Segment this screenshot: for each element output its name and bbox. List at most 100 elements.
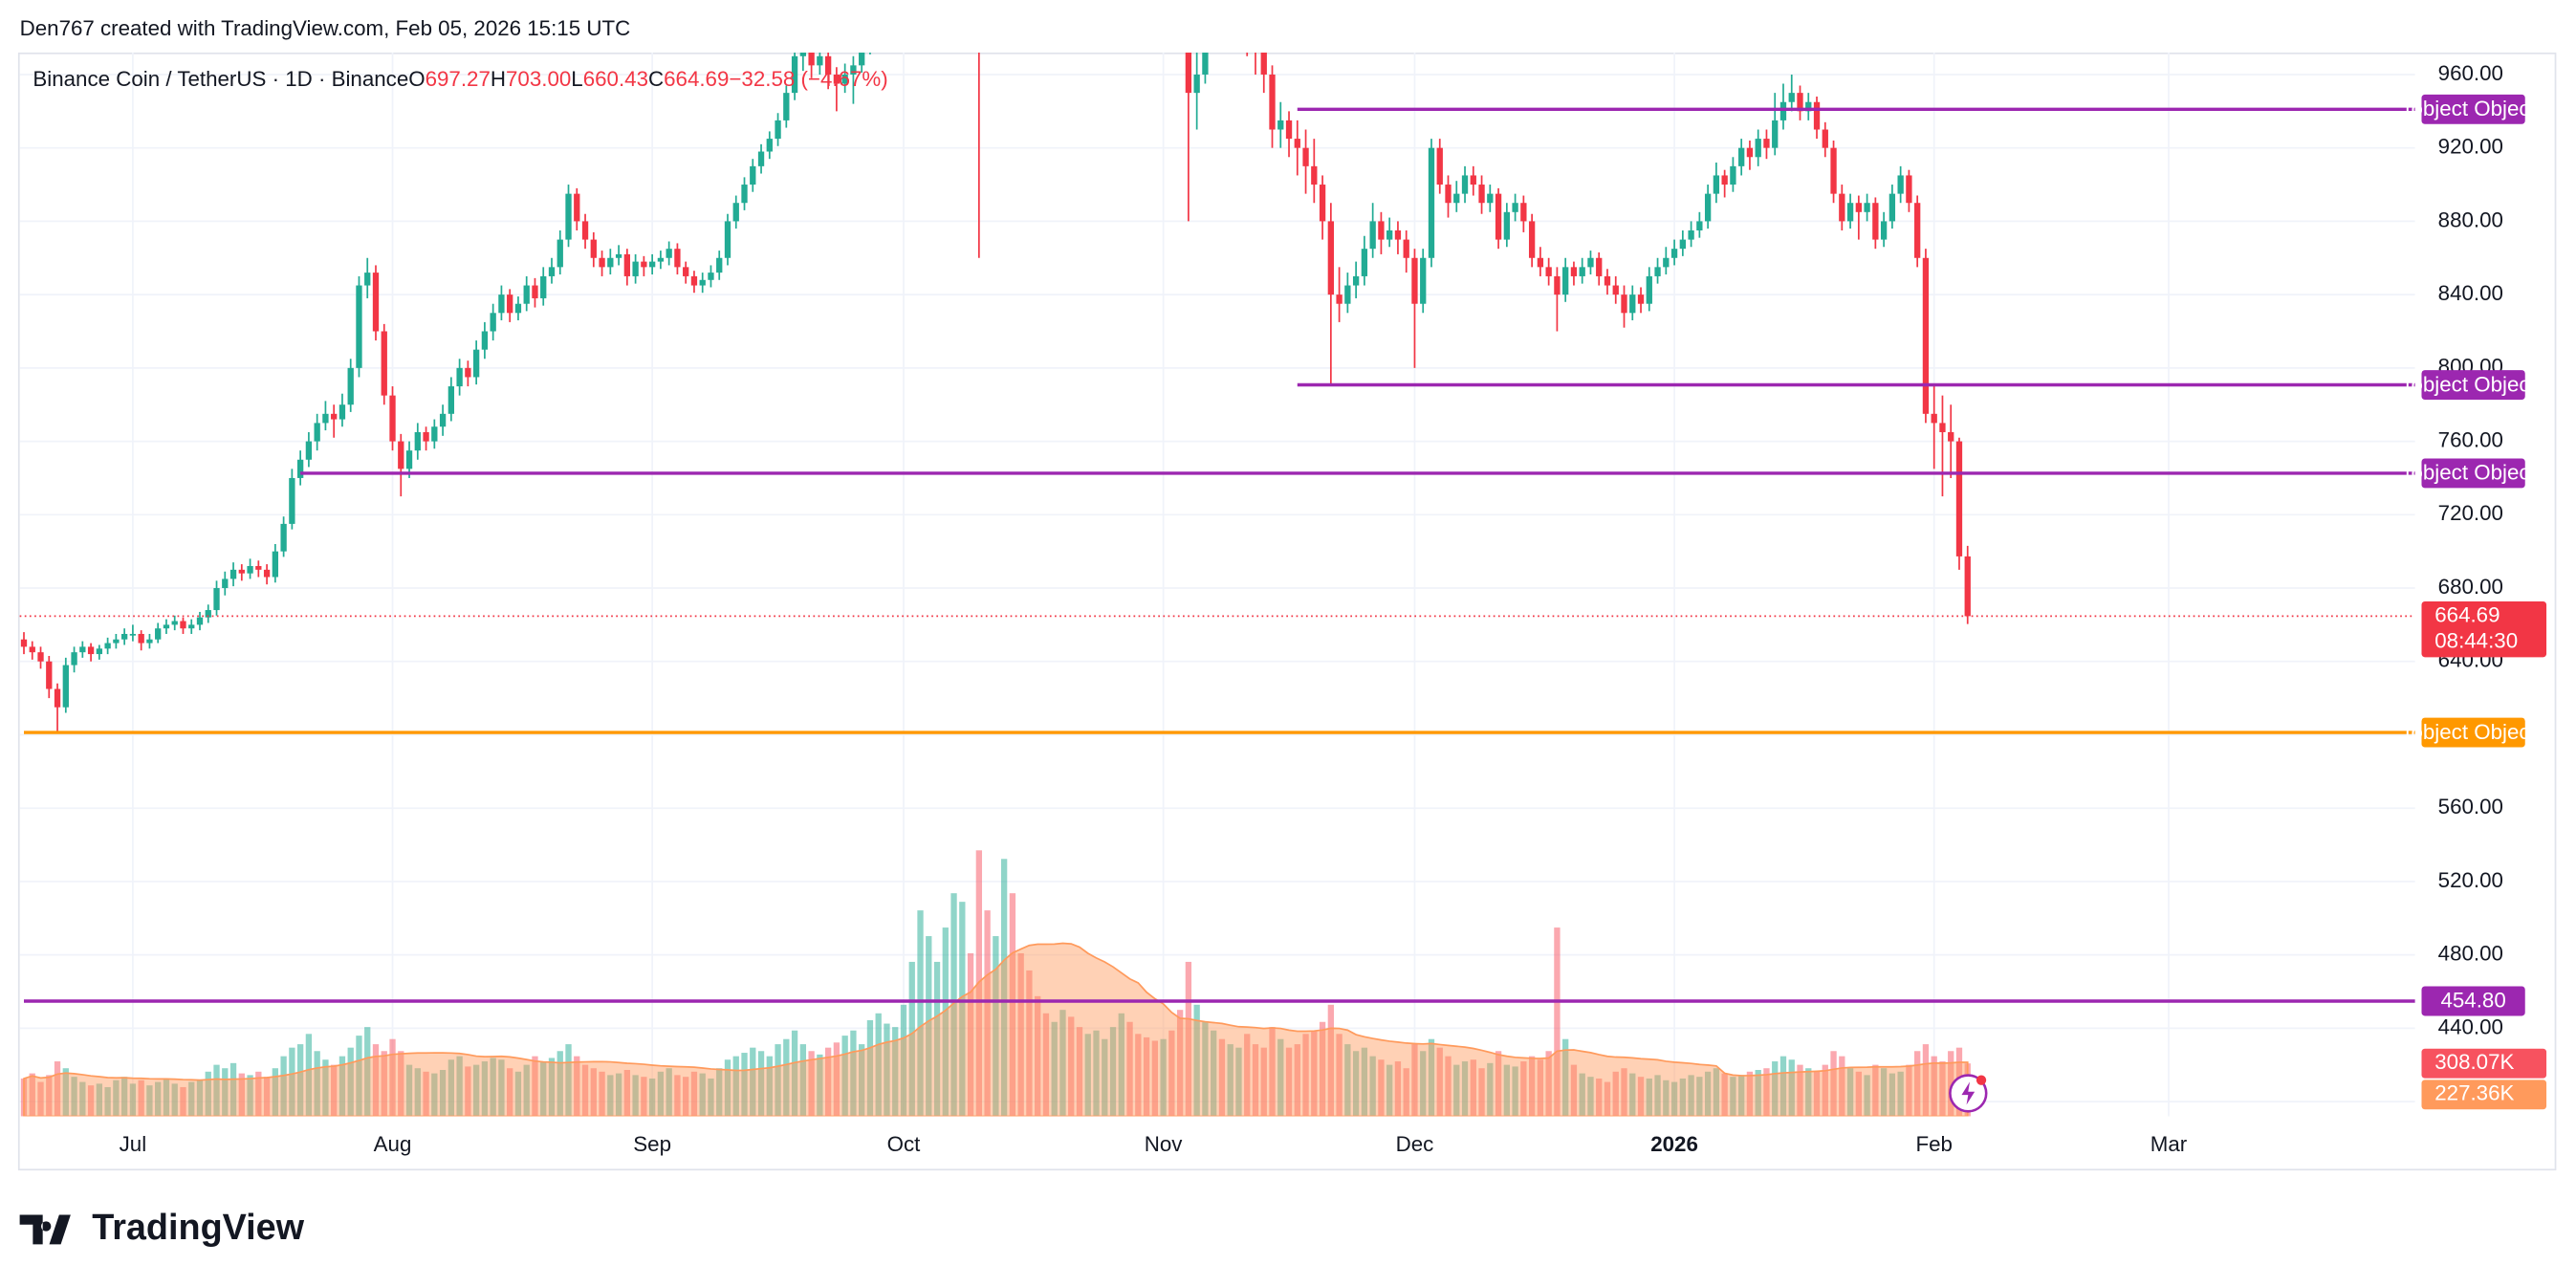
candle-body — [1922, 257, 1930, 414]
volume-pane — [20, 850, 1971, 1117]
volume-bar — [423, 1071, 429, 1117]
volume-bar — [1864, 1075, 1870, 1117]
candle-body — [1738, 147, 1745, 166]
candle-body — [296, 459, 304, 478]
candle-body — [666, 249, 672, 258]
volume-bar — [439, 1070, 447, 1117]
volume-bar — [1670, 1081, 1678, 1117]
volume-bar — [1059, 1010, 1066, 1117]
level-label: [object Object] — [2405, 372, 2542, 396]
volume-bar — [138, 1080, 144, 1117]
volume-bar — [1906, 1064, 1912, 1117]
volume-bar — [757, 1051, 765, 1117]
candle-body — [229, 569, 237, 579]
candle-body — [1311, 165, 1318, 185]
candle-body — [1277, 120, 1284, 130]
volume-bar — [1788, 1059, 1795, 1117]
x-tick-label: Jul — [120, 1132, 147, 1156]
volume-bar — [1352, 1051, 1360, 1117]
candle-body — [113, 639, 120, 644]
candle-body — [1846, 203, 1854, 222]
volume-bar — [1931, 1056, 1937, 1117]
volume-bar — [1772, 1061, 1779, 1117]
volume-bar — [1779, 1056, 1787, 1117]
volume-bar — [1646, 1078, 1652, 1117]
volume-bar — [666, 1068, 672, 1117]
candle-body — [87, 646, 95, 655]
candle-body — [1461, 175, 1469, 194]
candle-body — [1193, 74, 1200, 94]
volume-bar — [229, 1062, 237, 1117]
volume-bar — [87, 1085, 95, 1117]
volume-bar — [46, 1075, 53, 1117]
candle-body — [1629, 294, 1636, 314]
candle-body — [372, 273, 380, 332]
volume-bar — [129, 1083, 137, 1117]
candle-body — [1872, 203, 1879, 240]
candle-body — [1436, 147, 1443, 185]
volume-bar — [1277, 1038, 1284, 1117]
volume-bar — [632, 1075, 639, 1117]
volume-bar — [1378, 1059, 1385, 1117]
candle-body — [1587, 257, 1594, 268]
volume-bar — [1151, 1040, 1158, 1117]
candle-body — [1378, 221, 1385, 240]
volume-bar — [1403, 1068, 1409, 1117]
candle-body — [808, 52, 815, 66]
volume-bar — [581, 1064, 589, 1117]
candle-body — [1746, 147, 1754, 158]
volume-bar — [381, 1051, 387, 1117]
candle-body — [1670, 249, 1678, 258]
candle-body — [163, 624, 170, 629]
volume-bar — [1009, 893, 1016, 1117]
volume-bar — [1000, 859, 1008, 1117]
y-tick-label: 840.00 — [2438, 281, 2503, 305]
candle-body — [783, 93, 790, 120]
volume-bar — [1361, 1047, 1368, 1117]
candle-body — [1495, 193, 1502, 240]
volume-bar — [967, 952, 974, 1117]
volume-bar — [180, 1086, 186, 1117]
volume-bar — [623, 1070, 631, 1117]
volume-bar — [1260, 1047, 1267, 1117]
volume-bar — [775, 1044, 781, 1117]
candle-body — [1679, 239, 1686, 250]
candle-body — [405, 450, 413, 469]
volume-bar — [171, 1083, 178, 1117]
brand: TradingView — [92, 1208, 304, 1248]
candle-body — [1830, 147, 1837, 194]
candle-body — [171, 621, 178, 625]
volume-bar — [1084, 1034, 1091, 1117]
candle-body — [222, 578, 229, 589]
candle-body — [1420, 257, 1427, 304]
volume-bar — [1621, 1068, 1627, 1117]
volume-bar — [1503, 1064, 1510, 1117]
candle-body — [305, 441, 313, 460]
volume-bar — [507, 1068, 513, 1117]
level-label-box — [2421, 370, 2525, 400]
volume-bar — [247, 1075, 253, 1117]
volume-bar — [1168, 1030, 1175, 1117]
volume-bar — [1135, 1034, 1142, 1117]
volume-bar — [817, 1054, 823, 1117]
volume-bar — [1562, 1038, 1569, 1117]
volume-bar — [917, 910, 924, 1117]
volume-bar — [465, 1066, 471, 1117]
candle-body — [146, 639, 153, 644]
volume-bar — [498, 1059, 505, 1117]
volume-label-box — [2421, 1048, 2547, 1079]
volume-bar — [1068, 1016, 1075, 1117]
candle-body — [490, 313, 496, 332]
candle-body — [1855, 203, 1862, 212]
level-label-box — [2421, 458, 2525, 489]
volume-bar — [833, 1042, 840, 1117]
candle-body — [398, 441, 404, 469]
x-tick-label: Dec — [1396, 1132, 1434, 1156]
candle-body — [120, 633, 128, 640]
volume-bar — [405, 1064, 413, 1117]
candle-body — [1646, 275, 1652, 304]
volume-bar — [1637, 1077, 1645, 1117]
volume-bar — [1102, 1038, 1108, 1117]
volume-bar — [296, 1044, 304, 1117]
header: Den767 created with TradingView.com, Feb… — [20, 16, 631, 40]
